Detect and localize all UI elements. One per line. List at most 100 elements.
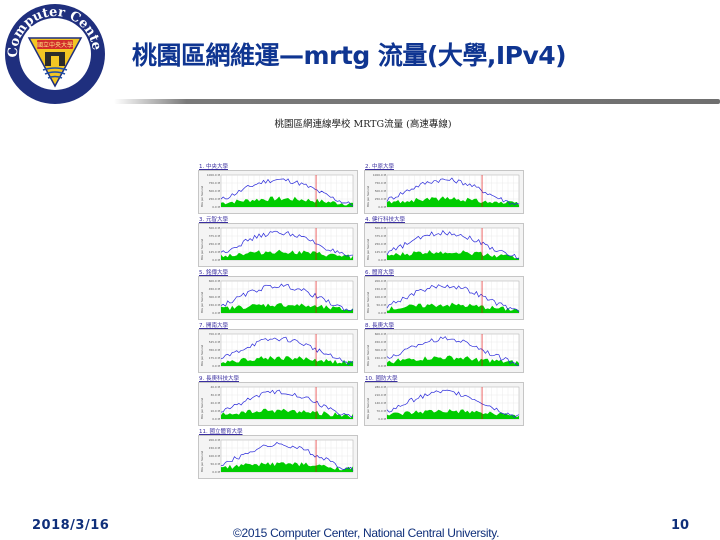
traffic-chart: 5. 銘傳大學 600.0 M 450.0 M 300.0 M 150.0 M 0.0 M…: [196, 268, 361, 320]
traffic-chart: 1. 中央大學 1000.0 M 750.0 M 500.0 M 250.0 M 0.0 …: [196, 162, 361, 214]
y-axis-label: Bits per Second: [366, 291, 370, 313]
chart-title-link[interactable]: 8. 長庚大學: [365, 323, 394, 329]
y-axis-label: Bits per Second: [366, 185, 370, 207]
svg-text:125.0 M: 125.0 M: [375, 250, 387, 254]
chart-title-link[interactable]: 1. 中央大學: [199, 164, 228, 170]
chart-plot: 1000.0 M 750.0 M 500.0 M 250.0 M 0.0 M Bits p…: [198, 170, 358, 214]
svg-text:100.0 M: 100.0 M: [209, 454, 221, 458]
traffic-chart: 7. 開南大學 700.0 M 525.0 M 350.0 M 175.0 M 0.0 M…: [196, 321, 361, 373]
svg-text:100.0 M: 100.0 M: [375, 295, 387, 299]
svg-text:500.0 M: 500.0 M: [375, 189, 387, 193]
svg-text:0.0 M: 0.0 M: [378, 311, 386, 315]
computer-center-logo: Computer Center www.cc.ncu.edu.tw 國立中央大學: [0, 0, 107, 106]
svg-text:0.0 M: 0.0 M: [212, 470, 220, 474]
y-axis-label: Bits per Second: [200, 291, 204, 313]
y-axis-label: Bits per Second: [366, 397, 370, 419]
chart-title-link[interactable]: 2. 中原大學: [365, 164, 394, 170]
chart-plot: 700.0 M 525.0 M 350.0 M 175.0 M 0.0 M Bits pe…: [198, 329, 358, 373]
svg-text:140.0 M: 140.0 M: [375, 401, 387, 405]
svg-text:1000.0 M: 1000.0 M: [207, 173, 221, 177]
chart-title-link[interactable]: 10. 國防大學: [365, 376, 398, 382]
traffic-chart: 3. 元智大學 500.0 M 375.0 M 250.0 M 125.0 M 0.0 M…: [196, 215, 361, 267]
traffic-chart: 9. 長庚科技大學 40.0 M 30.0 M 20.0 M 10.0 M 0.0 M Bi…: [196, 374, 361, 426]
svg-text:500.0 M: 500.0 M: [209, 189, 221, 193]
svg-text:0.0 M: 0.0 M: [212, 258, 220, 262]
svg-text:30.0 M: 30.0 M: [210, 393, 220, 397]
svg-text:1000.0 M: 1000.0 M: [373, 173, 387, 177]
traffic-chart: 10. 國防大學 280.0 M 210.0 M 140.0 M 70.0 M 0.0 M…: [362, 374, 527, 426]
svg-text:0.0 M: 0.0 M: [212, 417, 220, 421]
svg-text:600.0 M: 600.0 M: [375, 332, 387, 336]
svg-text:750.0 M: 750.0 M: [375, 181, 387, 185]
svg-text:375.0 M: 375.0 M: [375, 234, 387, 238]
page-number: 10: [671, 518, 690, 533]
svg-text:0.0 M: 0.0 M: [212, 311, 220, 315]
svg-text:0.0 M: 0.0 M: [378, 258, 386, 262]
svg-text:175.0 M: 175.0 M: [209, 356, 221, 360]
svg-text:10.0 M: 10.0 M: [210, 409, 220, 413]
svg-text:500.0 M: 500.0 M: [375, 226, 387, 230]
logo-emblem-icon: Computer Center www.cc.ncu.edu.tw 國立中央大學: [0, 0, 105, 104]
svg-text:0.0 M: 0.0 M: [212, 364, 220, 368]
traffic-chart: 6. 體育大學 200.0 M 150.0 M 100.0 M 50.0 M 0.0 M B…: [362, 268, 527, 320]
svg-text:525.0 M: 525.0 M: [209, 340, 221, 344]
svg-text:0.0 M: 0.0 M: [378, 417, 386, 421]
chart-title-link[interactable]: 11. 國立體育大學: [199, 429, 243, 435]
chart-plot: 500.0 M 375.0 M 250.0 M 125.0 M 0.0 M Bits pe…: [198, 223, 358, 267]
svg-text:375.0 M: 375.0 M: [209, 234, 221, 238]
chart-plot: 500.0 M 375.0 M 250.0 M 125.0 M 0.0 M Bits pe…: [364, 223, 524, 267]
chart-plot: 40.0 M 30.0 M 20.0 M 10.0 M 0.0 M Bits per Se…: [198, 382, 358, 426]
footer-date: 2018/3/16: [32, 518, 110, 533]
traffic-chart: 11. 國立體育大學 200.0 M 150.0 M 100.0 M 50.0 M 0.0…: [196, 427, 361, 479]
svg-text:40.0 M: 40.0 M: [210, 385, 220, 389]
svg-text:0.0 M: 0.0 M: [378, 205, 386, 209]
chart-title-link[interactable]: 5. 銘傳大學: [199, 270, 228, 276]
svg-text:50.0 M: 50.0 M: [210, 462, 220, 466]
svg-text:150.0 M: 150.0 M: [209, 446, 221, 450]
svg-text:250.0 M: 250.0 M: [209, 242, 221, 246]
svg-text:50.0 M: 50.0 M: [376, 303, 386, 307]
svg-text:300.0 M: 300.0 M: [375, 348, 387, 352]
svg-text:350.0 M: 350.0 M: [209, 348, 221, 352]
svg-text:500.0 M: 500.0 M: [209, 226, 221, 230]
y-axis-label: Bits per Second: [200, 185, 204, 207]
chart-title-link[interactable]: 3. 元智大學: [199, 217, 228, 223]
svg-text:0.0 M: 0.0 M: [212, 205, 220, 209]
svg-text:300.0 M: 300.0 M: [209, 295, 221, 299]
mrtg-traffic-image: 桃園區網連線學校 MRTG流量 (高速專線) 1. 中央大學 1000.0 M 75…: [193, 108, 533, 479]
chart-title-link[interactable]: 6. 體育大學: [365, 270, 394, 276]
svg-text:750.0 M: 750.0 M: [209, 181, 221, 185]
svg-text:200.0 M: 200.0 M: [209, 438, 221, 442]
svg-text:150.0 M: 150.0 M: [209, 303, 221, 307]
traffic-chart: 2. 中原大學 1000.0 M 750.0 M 500.0 M 250.0 M 0.0 …: [362, 162, 527, 214]
svg-text:600.0 M: 600.0 M: [209, 279, 221, 283]
chart-plot: 200.0 M 150.0 M 100.0 M 50.0 M 0.0 M Bits per…: [364, 276, 524, 320]
svg-text:700.0 M: 700.0 M: [209, 332, 221, 336]
svg-text:450.0 M: 450.0 M: [375, 340, 387, 344]
svg-text:0.0 M: 0.0 M: [378, 364, 386, 368]
svg-text:150.0 M: 150.0 M: [375, 356, 387, 360]
y-axis-label: Bits per Second: [200, 344, 204, 366]
chart-plot: 280.0 M 210.0 M 140.0 M 70.0 M 0.0 M Bits per…: [364, 382, 524, 426]
svg-text:70.0 M: 70.0 M: [376, 409, 386, 413]
y-axis-label: Bits per Second: [200, 450, 204, 472]
chart-plot: 600.0 M 450.0 M 300.0 M 150.0 M 0.0 M Bits pe…: [198, 276, 358, 320]
chart-title-link[interactable]: 7. 開南大學: [199, 323, 228, 329]
title-divider: [114, 99, 720, 104]
svg-text:125.0 M: 125.0 M: [209, 250, 221, 254]
svg-text:450.0 M: 450.0 M: [209, 287, 221, 291]
chart-plot: 1000.0 M 750.0 M 500.0 M 250.0 M 0.0 M Bits p…: [364, 170, 524, 214]
image-title: 桃園區網連線學校 MRTG流量 (高速專線): [274, 119, 452, 130]
svg-text:250.0 M: 250.0 M: [375, 197, 387, 201]
chart-plot: 200.0 M 150.0 M 100.0 M 50.0 M 0.0 M Bits per…: [198, 435, 358, 479]
svg-text:250.0 M: 250.0 M: [375, 242, 387, 246]
y-axis-label: Bits per Second: [200, 238, 204, 260]
chart-title-link[interactable]: 4. 健行科技大學: [365, 217, 405, 223]
chart-title-link[interactable]: 9. 長庚科技大學: [199, 376, 239, 382]
svg-text:200.0 M: 200.0 M: [375, 279, 387, 283]
y-axis-label: Bits per Second: [366, 238, 370, 260]
chart-plot: 600.0 M 450.0 M 300.0 M 150.0 M 0.0 M Bits pe…: [364, 329, 524, 373]
svg-text:250.0 M: 250.0 M: [209, 197, 221, 201]
svg-text:150.0 M: 150.0 M: [375, 287, 387, 291]
svg-text:280.0 M: 280.0 M: [375, 385, 387, 389]
